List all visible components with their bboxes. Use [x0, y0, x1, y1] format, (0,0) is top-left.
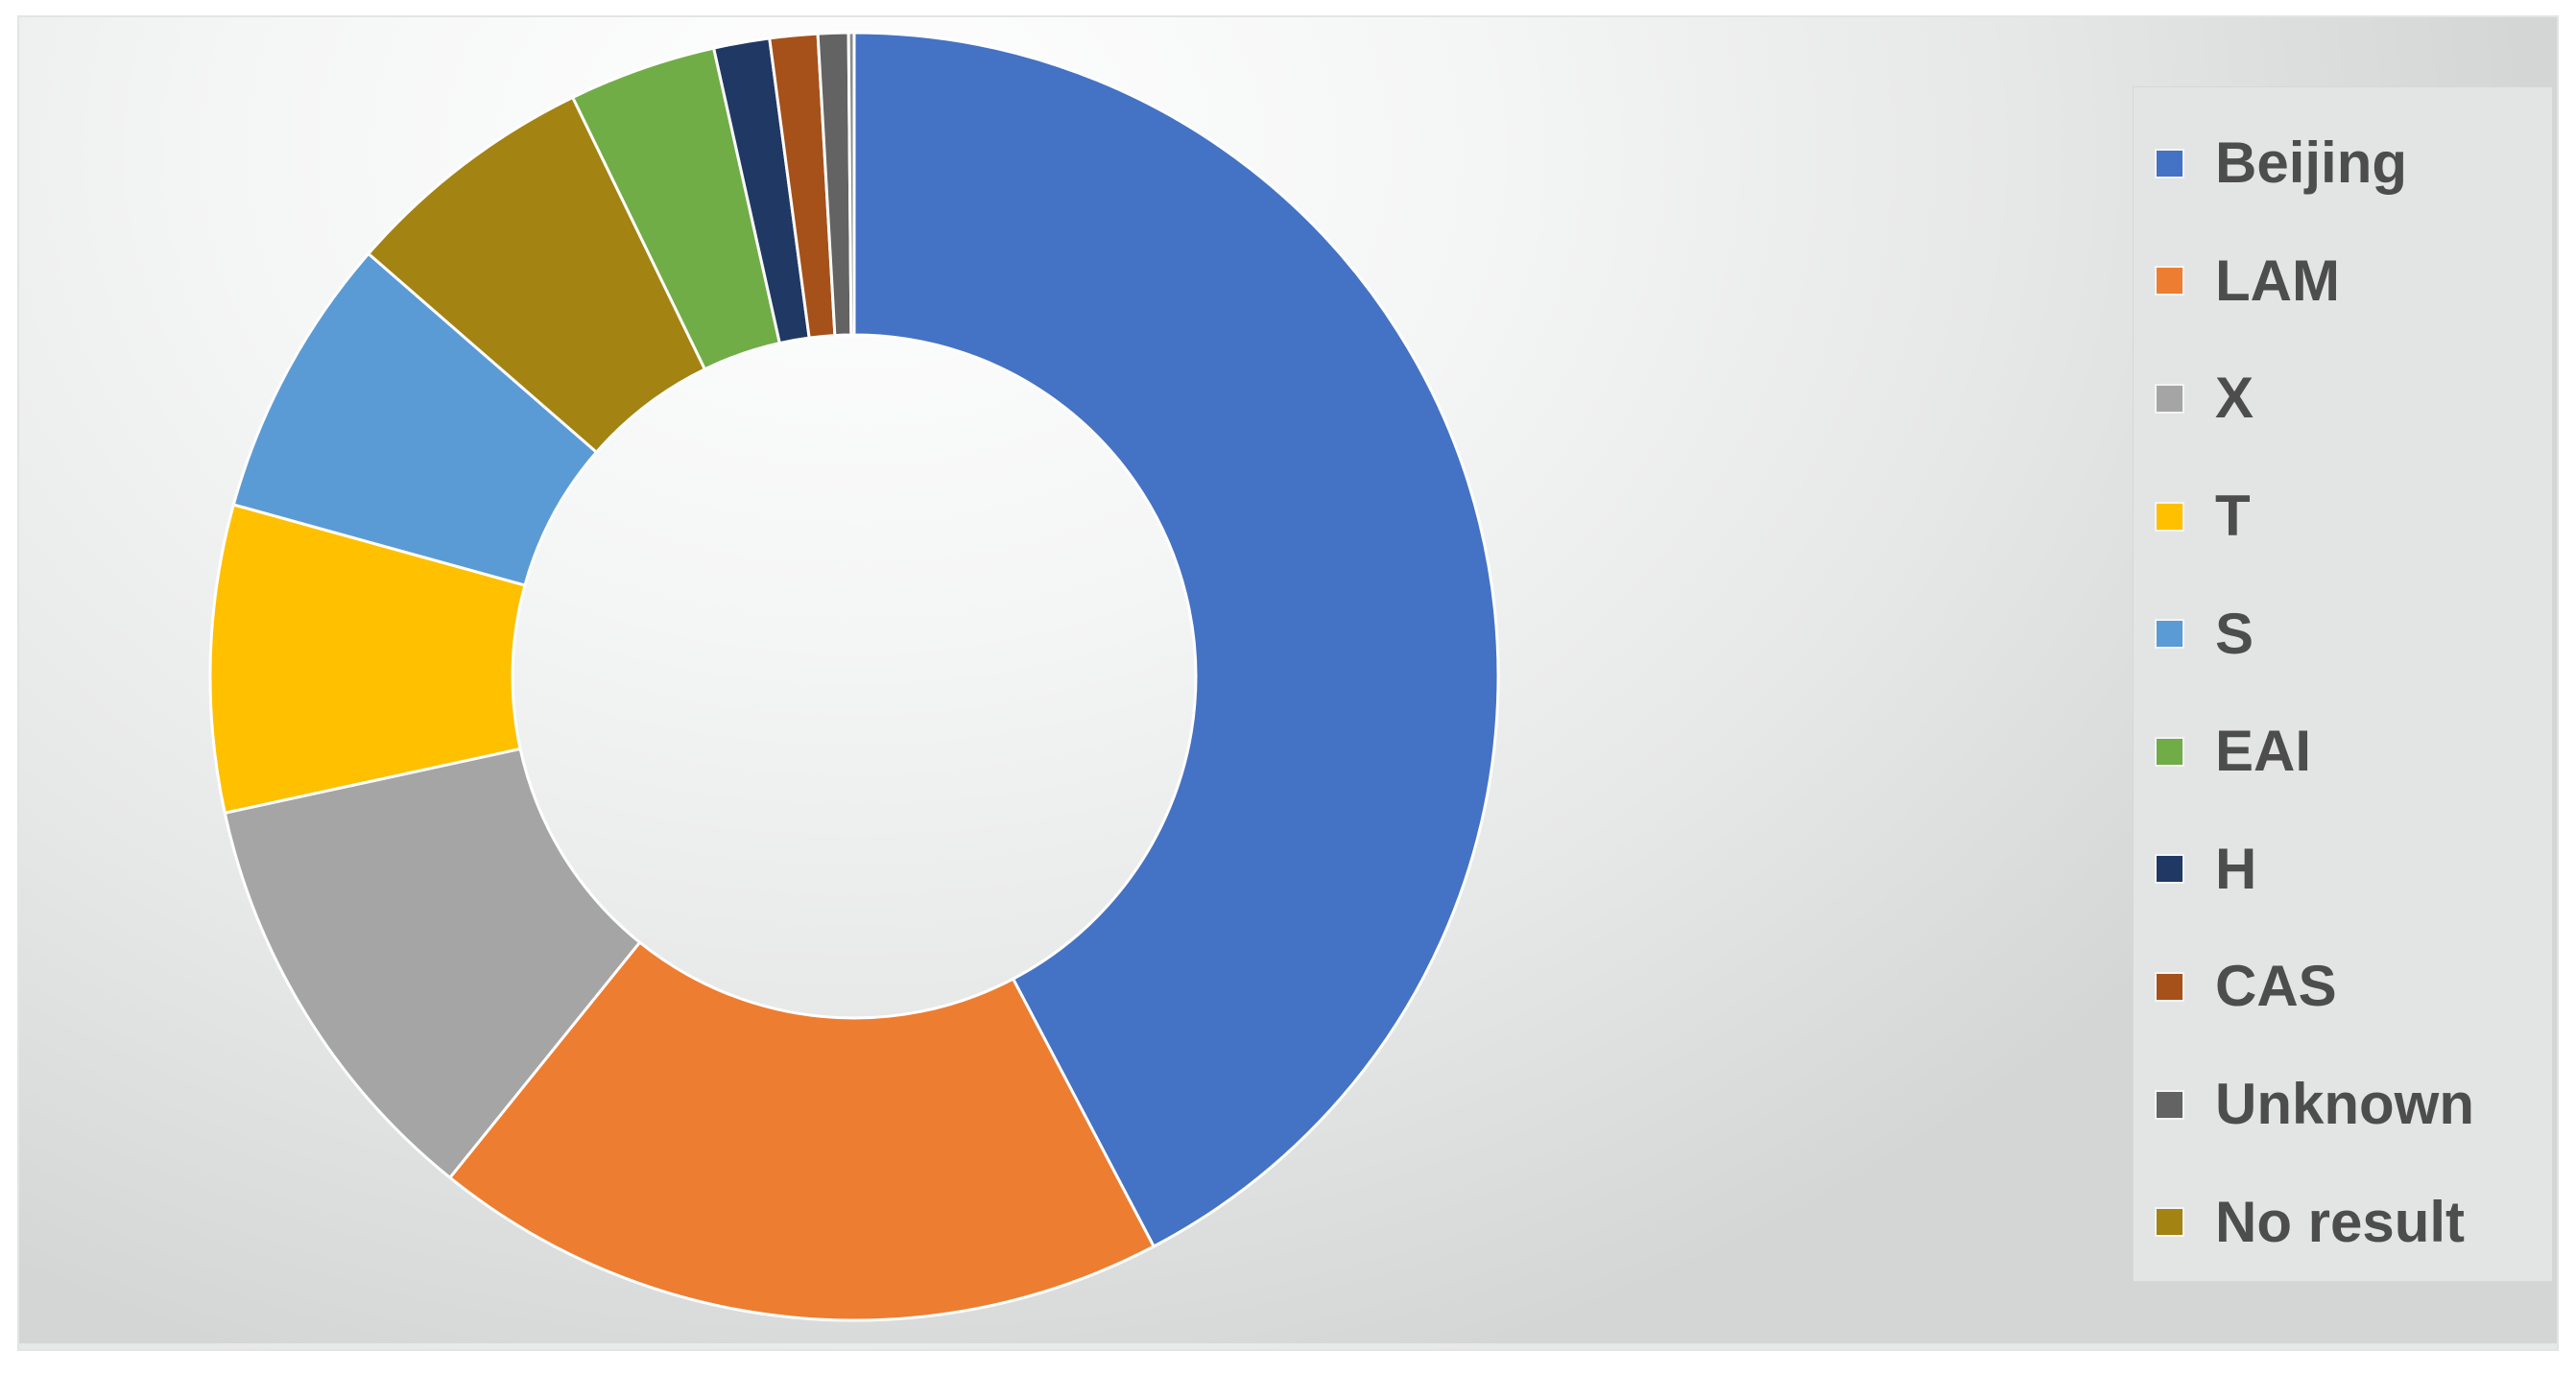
legend-color-swatch [2157, 1091, 2182, 1118]
legend-item-label: EAI [2215, 719, 2312, 784]
legend-item-label: Unknown [2215, 1072, 2474, 1137]
legend-item-beijing[interactable]: Beijing [2157, 105, 2552, 223]
pie-slice-t[interactable] [208, 503, 527, 815]
legend-item-cas[interactable]: CAS [2157, 928, 2552, 1046]
legend-color-swatch [2157, 621, 2182, 648]
legend-item-h[interactable]: H [2157, 811, 2552, 929]
pie-slice-lam[interactable] [448, 940, 1156, 1322]
pie-slice-x[interactable] [223, 747, 642, 1179]
legend-item-label: CAS [2215, 954, 2337, 1019]
legend-item-label: T [2215, 484, 2251, 549]
pie-slice-beijing[interactable] [852, 31, 1500, 1248]
pie-slice-unlabeled[interactable] [847, 31, 856, 337]
legend-item-label: X [2215, 366, 2254, 431]
legend-color-swatch [2157, 503, 2182, 530]
legend-item-label: H [2215, 836, 2257, 901]
legend-color-swatch [2157, 1209, 2182, 1236]
legend-color-swatch [2157, 385, 2182, 412]
legend-item-label: S [2215, 601, 2254, 666]
legend-color-swatch [2157, 150, 2182, 177]
legend-color-swatch [2157, 973, 2182, 1000]
legend-item-eai[interactable]: EAI [2157, 693, 2552, 811]
legend-color-swatch [2157, 738, 2182, 765]
legend-item-t[interactable]: T [2157, 458, 2552, 576]
legend-item-lam[interactable]: LAM [2157, 223, 2552, 341]
legend-item-label: Beijing [2215, 130, 2408, 196]
legend-item-unknown[interactable]: Unknown [2157, 1046, 2552, 1164]
legend-item-label: No result [2215, 1189, 2466, 1254]
legend-item-no-result[interactable]: No result [2157, 1163, 2552, 1281]
legend-color-swatch [2157, 268, 2182, 295]
legend-item-x[interactable]: X [2157, 340, 2552, 458]
chart-legend: Beijing LAM X T S EAI H [2133, 86, 2553, 1282]
legend-item-s[interactable]: S [2157, 575, 2552, 693]
legend-color-swatch [2157, 856, 2182, 883]
legend-item-label: LAM [2215, 248, 2340, 313]
